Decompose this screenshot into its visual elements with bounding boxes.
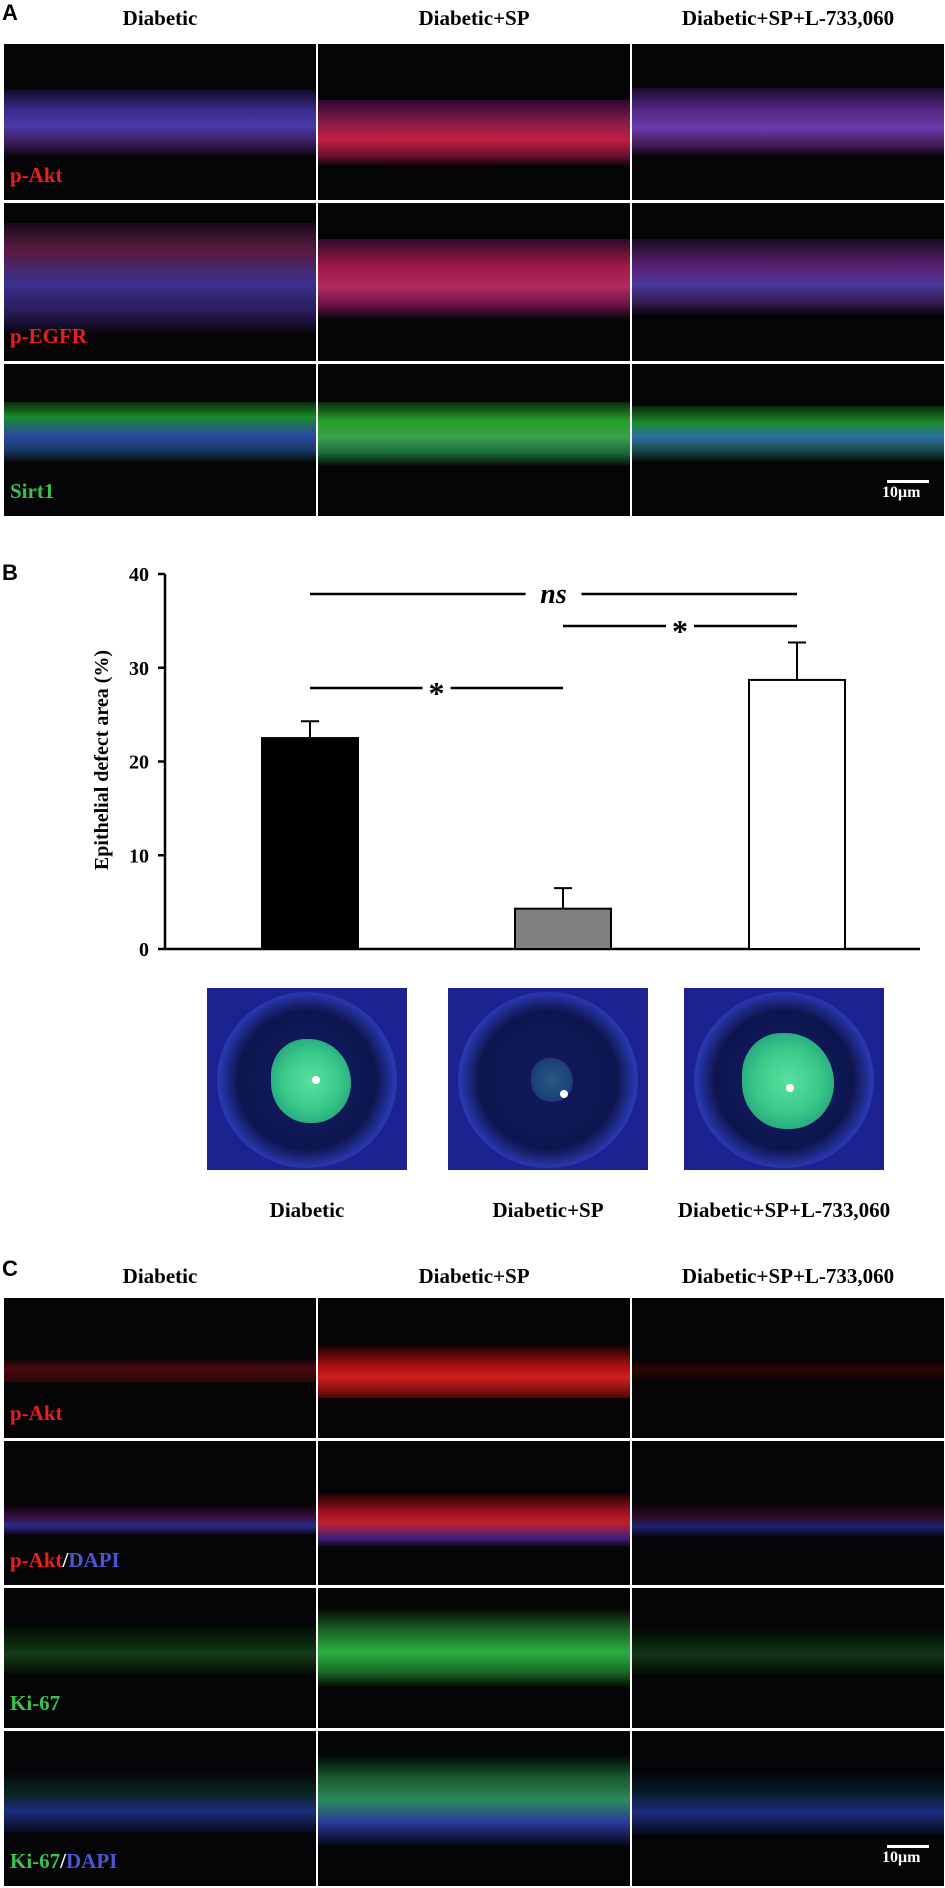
- y-axis-label: Epithelial defect area (%): [91, 650, 113, 870]
- eye-photo-diabetic: [207, 988, 407, 1170]
- panel-a-row-label-sirt1: Sirt1: [10, 479, 55, 503]
- panel-c-col-title-1: Diabetic: [122, 1264, 198, 1288]
- panel-a-letter: A: [2, 0, 18, 25]
- panel-c-col-title-3: Diabetic+SP+L-733,060: [681, 1264, 895, 1288]
- y-tick-label: 30: [129, 658, 149, 680]
- eye-photo-sp: [448, 988, 648, 1170]
- panel-c-micrograph-ki67-dapi-sp-l733: 10μm: [632, 1731, 944, 1886]
- panel-c-micrograph-pakt-sp-l733: [632, 1298, 944, 1438]
- panel-c-micrograph-pakt-dapi-sp-l733: [632, 1441, 944, 1585]
- panel-a-row-label-pegfr: p-EGFR: [10, 324, 88, 348]
- y-tick-label: 10: [129, 845, 149, 867]
- panel-a-col-title-1: Diabetic: [122, 6, 198, 30]
- panel-a-micrograph-pegfr-sp: [318, 203, 630, 361]
- panel-a-micrograph-pakt-diabetic: p-Akt: [4, 44, 316, 200]
- panel-a-col-title-3: Diabetic+SP+L-733,060: [681, 6, 895, 30]
- panel-c-micrograph-ki67-sp: [318, 1588, 630, 1728]
- panel-c-micrograph-pakt-diabetic: p-Akt: [4, 1298, 316, 1438]
- panel-c-micrograph-ki67-sp-l733: [632, 1588, 944, 1728]
- panel-a-scale-bar: [887, 480, 929, 483]
- panel-a-micrograph-pakt-sp-l733: [632, 44, 944, 200]
- panel-c-micrograph-ki67-dapi-sp: [318, 1731, 630, 1886]
- panel-a-micrograph-pegfr-diabetic: p-EGFR: [4, 203, 316, 361]
- bar-chart: 0 10 20 30 40 ns * * Epithelial defect area (%…: [91, 564, 920, 961]
- panel-a-micrograph-sirt1-sp-l733: 10μm: [632, 364, 944, 516]
- x-label-diabetic: Diabetic: [269, 1198, 345, 1222]
- y-tick-label: 0: [139, 939, 149, 961]
- panel-a-col-title-2: Diabetic+SP: [418, 6, 530, 30]
- panel-a-micrograph-sirt1-sp: [318, 364, 630, 516]
- x-label-sp: Diabetic+SP: [492, 1198, 604, 1222]
- panel-a-micrograph-sirt1-diabetic: Sirt1: [4, 364, 316, 516]
- panel-c-scale-bar-label: 10μm: [882, 1849, 921, 1866]
- sig-label-3: *: [429, 675, 445, 711]
- bar-3: [748, 678, 846, 950]
- significance-brackets: ns * *: [310, 579, 797, 711]
- panel-c-micrograph-pakt-dapi-diabetic: p-Akt/DAPI: [4, 1441, 316, 1585]
- panel-c-micrograph-pakt-dapi-sp: [318, 1441, 630, 1585]
- panel-c-micrograph-pakt-sp: [318, 1298, 630, 1438]
- eye-stain-sp-l733: [742, 1033, 834, 1130]
- panel-c-micrograph-ki67-dapi-diabetic: Ki-67/DAPI: [4, 1731, 316, 1886]
- bars: [261, 641, 846, 950]
- sig-label-1: ns: [540, 579, 567, 610]
- panel-c-col-title-2: Diabetic+SP: [418, 1264, 530, 1288]
- eye-photo-sp-l733: [684, 988, 884, 1170]
- panel-c-row-label-3: Ki-67: [10, 1691, 61, 1715]
- panel-c-row-label-4: Ki-67/DAPI: [10, 1849, 118, 1873]
- panel-b-letter: B: [2, 560, 18, 585]
- bar-1: [261, 737, 359, 950]
- panel-c-row-label-2: p-Akt/DAPI: [10, 1548, 120, 1572]
- panel-a-row-label-pakt: p-Akt: [10, 163, 63, 187]
- bar-2: [514, 907, 612, 950]
- y-tick-label: 20: [129, 752, 149, 774]
- y-tick-label: 40: [129, 564, 149, 586]
- panel-c-scale-bar: [887, 1845, 929, 1848]
- x-label-sp-l733: Diabetic+SP+L-733,060: [677, 1198, 891, 1222]
- panel-c-letter: C: [2, 1256, 18, 1281]
- eye-stain-diabetic: [270, 1038, 352, 1124]
- panel-a-micrograph-pegfr-sp-l733: [632, 203, 944, 361]
- panel-c-row-label-1: p-Akt: [10, 1401, 63, 1425]
- sig-label-2: *: [672, 613, 688, 649]
- panel-a-micrograph-pakt-sp: [318, 44, 630, 200]
- panel-a-scale-bar-label: 10μm: [882, 484, 921, 501]
- panel-c-micrograph-ki67-diabetic: Ki-67: [4, 1588, 316, 1728]
